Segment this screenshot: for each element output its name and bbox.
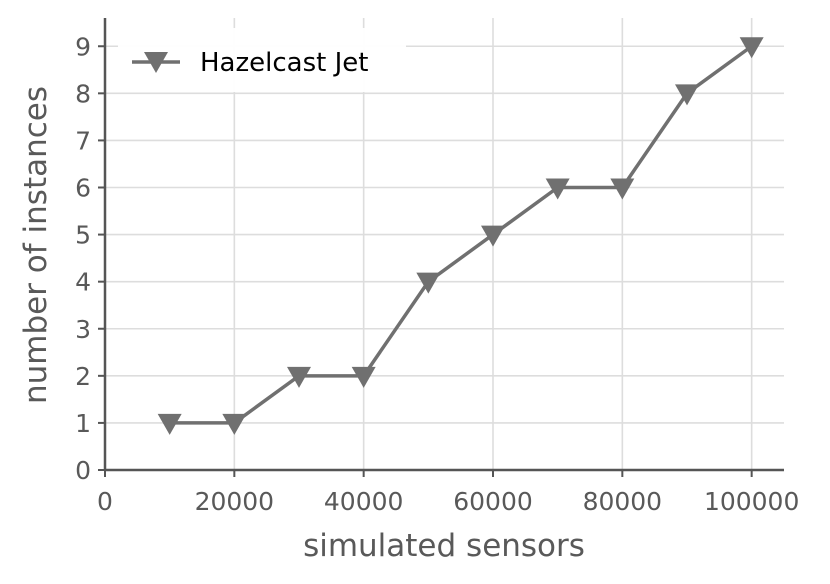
legend-box [118,28,406,92]
series [157,37,764,435]
data-point-marker [157,413,182,435]
x-tick-label: 0 [97,487,113,516]
data-point-marker [351,366,376,388]
legend-marker-icon [144,52,168,73]
data-point-marker [610,178,635,200]
data-point-marker [416,272,441,294]
data-point-marker [287,366,311,388]
data-point-marker [222,413,247,435]
data-point-marker [675,84,699,106]
y-tick-label: 7 [75,126,91,155]
data-point-marker [545,178,570,200]
legend: Hazelcast Jet [118,28,406,92]
y-tick-label: 4 [75,268,91,297]
x-tick-label: 60000 [453,487,533,516]
y-tick-label: 2 [75,362,91,391]
x-tick-label: 40000 [324,487,404,516]
y-tick-label: 8 [75,79,91,108]
x-tick-label: 20000 [195,487,275,516]
x-tick-label: 80000 [583,487,663,516]
series-line [169,44,753,425]
x-axis-title: simulated sensors [303,528,585,564]
y-tick-label: 5 [75,221,91,250]
data-point-marker [739,37,764,59]
y-tick-label: 1 [75,409,91,438]
y-axis-title: number of instances [18,86,54,404]
grid-lines [105,18,784,470]
legend-label: Hazelcast Jet [200,48,368,78]
y-tick-label: 6 [75,174,91,203]
data-point-marker [481,225,505,247]
y-tick-label: 3 [75,315,91,344]
y-tick-label: 9 [75,32,91,61]
x-tick-label: 100000 [704,487,799,516]
y-tick-label: 0 [75,456,91,485]
tick-labels: 0 1 2 3 4 5 6 7 8 9 0 20000 40000 60000 80000 100000 [75,32,799,516]
